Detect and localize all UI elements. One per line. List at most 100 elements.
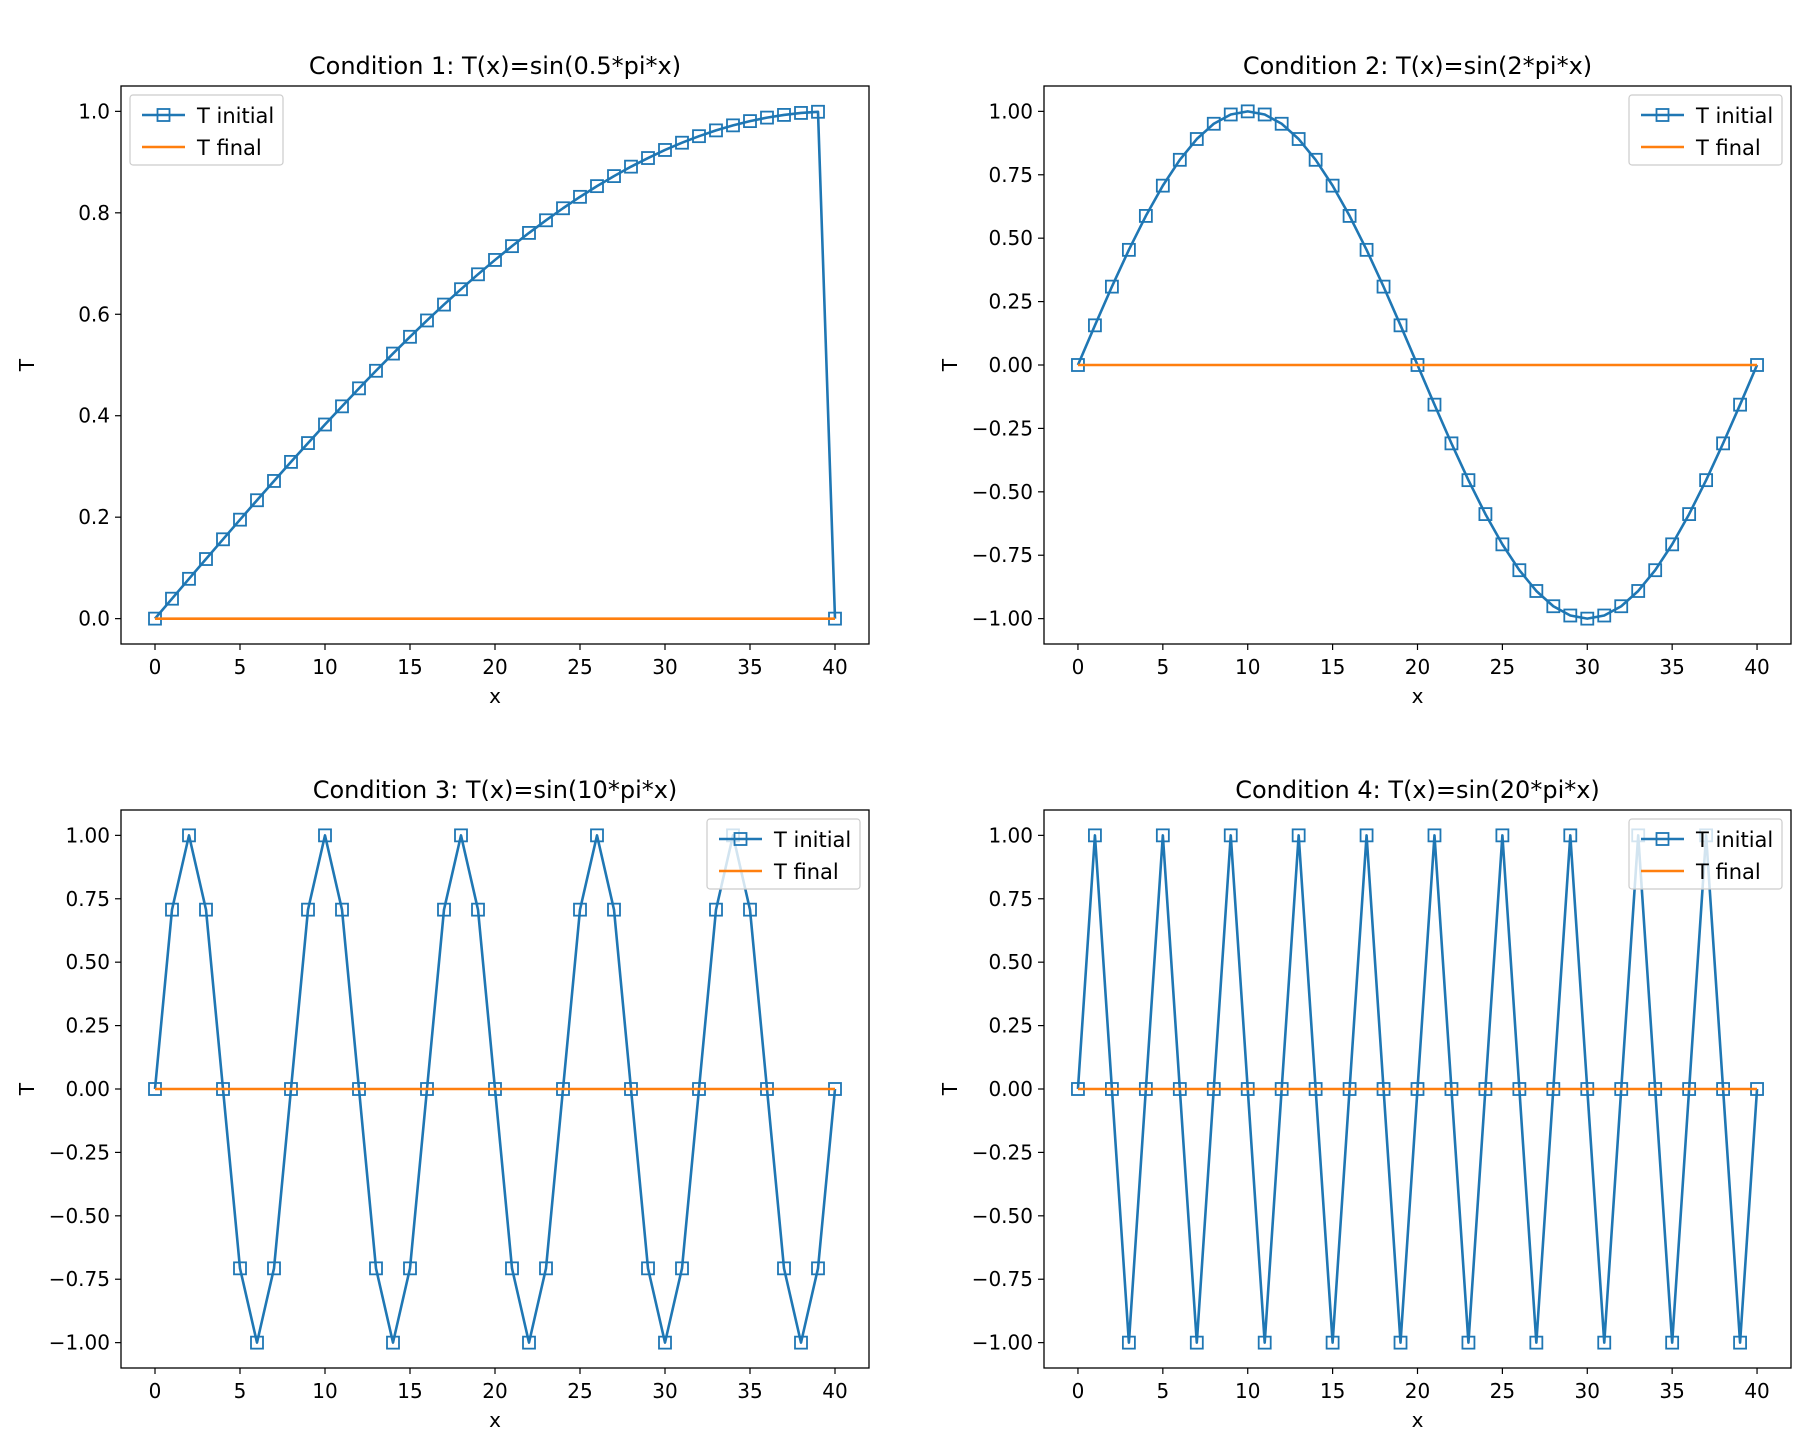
data-point	[1461, 473, 1476, 488]
y-tick-label: −0.50	[49, 1204, 110, 1228]
y-axis-label: T	[938, 1082, 962, 1096]
legend: T initial T final	[1628, 94, 1783, 166]
data-point	[165, 902, 179, 917]
data-point	[199, 552, 213, 566]
data-point	[522, 1335, 536, 1350]
x-tick-label: 35	[1659, 1379, 1684, 1403]
data-point	[1393, 1335, 1408, 1350]
legend-label: T final	[196, 136, 262, 160]
data-point	[454, 828, 468, 843]
data-point	[1088, 828, 1102, 843]
x-tick-label: 0	[149, 655, 162, 679]
data-point	[1189, 1335, 1204, 1350]
data-point	[607, 902, 621, 917]
data-point	[1614, 599, 1629, 614]
y-tick-label: −0.50	[972, 1204, 1033, 1228]
y-axis-label: T	[15, 358, 39, 372]
x-tick-label: 10	[312, 655, 337, 679]
data-point	[675, 135, 689, 150]
y-tick-label: 1.0	[78, 99, 110, 123]
x-tick-label: 30	[652, 1379, 677, 1403]
y-tick-label: 0.6	[78, 302, 110, 326]
y-tick-label: 0.75	[65, 887, 110, 911]
data-point	[233, 512, 247, 527]
data-point	[590, 828, 604, 843]
data-point	[420, 313, 434, 328]
data-point	[811, 104, 825, 119]
data-point	[1512, 563, 1527, 578]
x-tick-label: 5	[234, 655, 247, 679]
data-point	[250, 493, 264, 508]
y-tick-label: 0.00	[988, 1077, 1033, 1101]
data-point	[386, 1335, 400, 1350]
y-tick-label: −1.00	[972, 607, 1033, 631]
data-point	[794, 106, 808, 120]
data-point	[1155, 178, 1170, 193]
data-point	[777, 108, 791, 122]
data-point	[573, 902, 587, 917]
legend-label: T final	[1695, 860, 1761, 884]
data-point	[1733, 397, 1747, 412]
data-point	[624, 159, 638, 174]
data-point	[301, 902, 315, 917]
axes-frame	[1043, 809, 1792, 1369]
data-point	[437, 902, 451, 917]
x-tick-label: 35	[737, 655, 762, 679]
y-tick-label: −0.50	[972, 480, 1033, 504]
data-point	[1648, 563, 1663, 578]
data-point	[1733, 1335, 1747, 1350]
y-tick-label: 0.50	[988, 950, 1033, 974]
x-axis-label: x	[489, 684, 501, 708]
data-point	[352, 381, 366, 396]
data-point	[1529, 584, 1544, 598]
axes-frame	[1043, 85, 1792, 645]
y-tick-label: 1.00	[65, 823, 110, 847]
legend-marker	[156, 108, 171, 122]
subplot-title: Condition 1: T(x)=sin(0.5*pi*x)	[309, 52, 681, 80]
data-point	[318, 828, 332, 843]
x-tick-label: 35	[737, 1379, 762, 1403]
subplot-2: 0 5 10 15 20 25 30 35 40 −1.00 −0.75 −0.50 −0.25 0.00…	[938, 52, 1792, 708]
data-point	[1665, 537, 1680, 552]
data-point	[182, 571, 196, 586]
x-tick-label: 30	[1575, 1379, 1600, 1403]
data-point	[1274, 116, 1289, 131]
data-point	[709, 123, 723, 138]
x-axis-label: x	[1412, 684, 1424, 708]
data-point	[505, 239, 519, 254]
y-tick-label: −0.25	[972, 1140, 1033, 1164]
data-point	[1563, 828, 1578, 843]
legend-label: T initial	[1695, 828, 1773, 852]
data-point	[1206, 116, 1221, 131]
data-point	[454, 282, 468, 297]
data-point	[1240, 104, 1255, 119]
data-point	[386, 346, 400, 361]
legend-marker	[1655, 832, 1670, 846]
data-point	[1427, 397, 1442, 412]
y-tick-label: 0.50	[65, 950, 110, 974]
y-tick-label: 0.25	[988, 290, 1033, 314]
data-point	[1495, 537, 1510, 552]
data-point	[1597, 608, 1612, 623]
data-point	[1223, 828, 1238, 843]
legend: T initial T final	[1628, 818, 1783, 890]
data-point	[165, 591, 179, 606]
data-point	[522, 226, 536, 240]
x-tick-label: 15	[397, 1379, 422, 1403]
legend-marker	[733, 832, 748, 846]
y-tick-label: 0.4	[78, 404, 110, 428]
legend-label: T initial	[196, 104, 274, 128]
data-point	[1308, 152, 1323, 167]
data-point	[1597, 1335, 1612, 1350]
y-axis-label: T	[15, 1082, 39, 1096]
axes-frame	[120, 85, 870, 645]
data-point	[1138, 209, 1153, 223]
data-point	[1393, 318, 1408, 333]
data-point	[369, 1261, 383, 1276]
y-tick-label: −0.75	[49, 1267, 110, 1291]
y-tick-label: −0.75	[972, 543, 1033, 567]
data-point	[1444, 436, 1459, 451]
data-point	[539, 1261, 553, 1276]
data-point	[1495, 828, 1510, 843]
x-tick-label: 40	[822, 1379, 847, 1403]
